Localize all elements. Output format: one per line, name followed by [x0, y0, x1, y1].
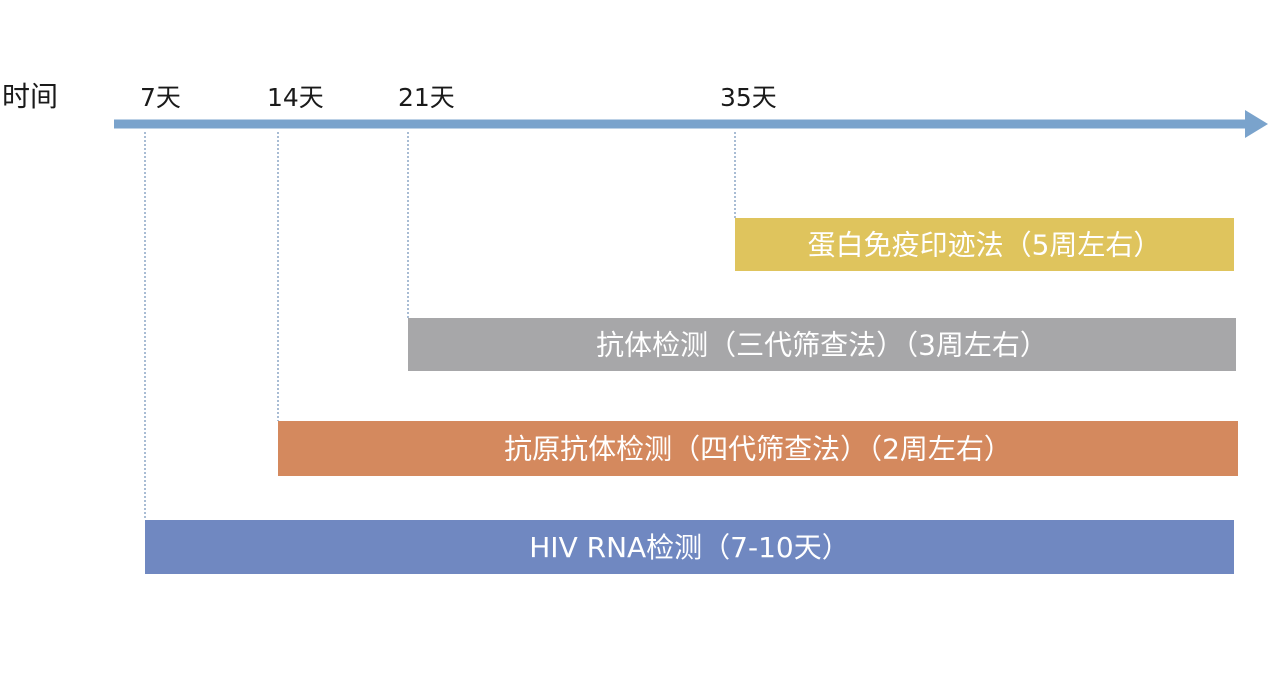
detection-bar-1 [408, 318, 1236, 371]
detection-bar-label-3: HIV RNA检测（7-10天） [529, 531, 849, 564]
detection-bar-label-0: 蛋白免疫印迹法（5周左右） [808, 229, 1162, 262]
guide-lines [144, 132, 736, 520]
tick-label-day-7: 7天 [140, 83, 181, 112]
time-axis-arrowhead [1245, 110, 1268, 138]
tick-labels: 7天 14天 21天 35天 [140, 83, 777, 112]
tick-label-day-21: 21天 [398, 83, 455, 112]
detection-bar-0 [735, 218, 1234, 271]
detection-bar-3 [145, 520, 1234, 574]
detection-bar-2 [278, 421, 1238, 476]
tick-label-day-35: 35天 [720, 83, 777, 112]
tick-label-day-14: 14天 [267, 83, 324, 112]
time-axis [114, 110, 1268, 138]
detection-bar-label-1: 抗体检测（三代筛查法）（3周左右） [596, 329, 1048, 362]
time-axis-label: 时间 [2, 80, 58, 113]
detection-bar-label-2: 抗原抗体检测（四代筛查法）（2周左右） [504, 433, 1012, 466]
detection-bars: 蛋白免疫印迹法（5周左右） 抗体检测（三代筛查法）（3周左右） 抗原抗体检测（四代筛… [145, 218, 1238, 574]
